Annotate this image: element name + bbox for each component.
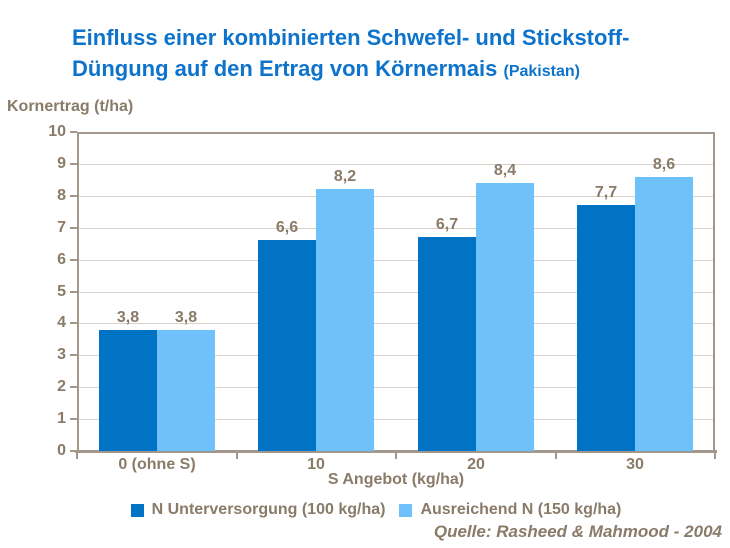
x-tick (714, 453, 716, 459)
legend-swatch-series2 (399, 503, 413, 517)
gridline (79, 387, 713, 388)
source-credit: Quelle: Rasheed & Mahmood - 2004 (433, 522, 722, 541)
x-tick-label: 30 (626, 456, 644, 473)
bar-series2-cat3 (635, 177, 693, 451)
title-line1: Einfluss einer kombinierten Schwefel- un… (72, 25, 630, 50)
bar-series1-cat3 (577, 205, 635, 451)
gridline (79, 260, 713, 261)
bar-series2-cat2 (476, 183, 534, 451)
legend-item-series2: Ausreichend N (150 kg/ha) (399, 501, 621, 519)
y-tick-label: 9 (57, 155, 66, 172)
legend-swatch-series1 (130, 503, 144, 517)
x-tick (76, 453, 78, 459)
y-tick (70, 163, 77, 165)
legend-label-series2: Ausreichend N (150 kg/ha) (420, 501, 622, 518)
bar-value-label: 8,2 (333, 168, 357, 185)
y-tick-label: 2 (57, 378, 66, 395)
x-axis-line (75, 450, 717, 453)
legend-item-series1: N Unterversorgung (100 kg/ha) (130, 501, 386, 519)
y-tick-label: 4 (57, 314, 66, 331)
y-tick-label: 1 (57, 410, 66, 427)
y-tick-label: 0 (57, 442, 66, 459)
y-tick (70, 227, 77, 229)
y-tick (70, 386, 77, 388)
x-tick-label: 10 (307, 456, 325, 473)
y-tick (70, 195, 77, 197)
x-axis-title: S Angebot (kg/ha) (327, 471, 465, 488)
legend-label-series1: N Unterversorgung (100 kg/ha) (151, 501, 386, 518)
gridline (79, 228, 713, 229)
x-tick (395, 453, 397, 459)
title-pakistan-suffix: (Pakistan) (503, 63, 580, 80)
y-tick (70, 354, 77, 356)
bar-value-label: 8,6 (652, 156, 676, 173)
y-tick (70, 322, 77, 324)
gridline (79, 196, 713, 197)
bar-value-label: 6,7 (435, 216, 459, 233)
bar-value-label: 6,6 (275, 219, 299, 236)
y-tick-label: 5 (57, 283, 66, 300)
gridline (79, 355, 713, 356)
y-tick (70, 291, 77, 293)
x-tick-label: 20 (467, 456, 485, 473)
y-tick (70, 259, 77, 261)
gridline (79, 323, 713, 324)
gridline (79, 419, 713, 420)
y-tick-label: 7 (57, 219, 66, 236)
y-tick (70, 450, 77, 452)
bar-value-label: 3,8 (174, 309, 198, 326)
y-tick-label: 8 (57, 187, 66, 204)
x-tick (555, 453, 557, 459)
gridline (79, 164, 713, 165)
y-tick (70, 418, 77, 420)
bar-value-label: 7,7 (594, 184, 618, 201)
y-tick-label: 3 (57, 346, 66, 363)
x-tick-label: 0 (ohne S) (118, 456, 196, 473)
title-line2: Düngung auf den Ertrag von Körnermais (72, 56, 498, 81)
y-tick-label: 6 (57, 251, 66, 268)
legend: N Unterversorgung (100 kg/ha) Ausreichend… (57, 501, 695, 519)
bar-value-label: 3,8 (116, 309, 140, 326)
bar-series2-cat1 (316, 189, 374, 451)
bar-value-label: 8,4 (493, 162, 517, 179)
bar-series2-cat0 (157, 330, 215, 451)
bar-series1-cat2 (418, 237, 476, 451)
chart-title: Einfluss einer kombinierten Schwefel- un… (72, 22, 712, 87)
gridline (79, 292, 713, 293)
y-tick (70, 131, 77, 133)
x-tick (236, 453, 238, 459)
y-tick-label: 10 (48, 123, 66, 140)
bar-series1-cat0 (99, 330, 157, 451)
bar-series1-cat1 (258, 240, 316, 451)
y-axis-title: Kornertrag (t/ha) (7, 98, 134, 115)
